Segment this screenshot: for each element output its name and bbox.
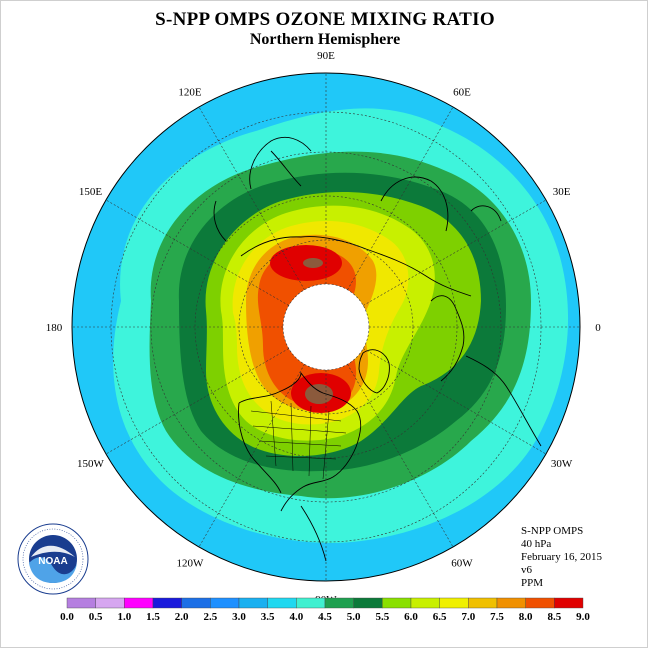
colorbar-swatch xyxy=(353,597,383,609)
colorbar-tick-label: 5.0 xyxy=(347,611,361,623)
colorbar-tick-label: 0.5 xyxy=(89,611,103,623)
meridian-line xyxy=(363,348,547,455)
colorbar-swatches xyxy=(66,597,584,609)
colorbar-tick-label: 7.5 xyxy=(490,611,504,623)
info-units: PPM xyxy=(521,577,544,589)
colorbar-swatch xyxy=(66,597,96,609)
colorbar-tick-label: 6.0 xyxy=(404,611,418,623)
colorbar-swatch xyxy=(181,597,211,609)
longitude-label: 60W xyxy=(451,558,473,570)
boundaries xyxy=(250,400,347,480)
colorbar-tick-label: 7.0 xyxy=(461,611,475,623)
colorbar-swatch xyxy=(95,597,125,609)
meridian-line xyxy=(198,106,305,290)
colorbar-tick-label: 2.0 xyxy=(175,611,189,623)
info-version: v6 xyxy=(521,564,532,576)
colorbar-swatch xyxy=(496,597,526,609)
colorbar-tick-label: 3.5 xyxy=(261,611,275,623)
colorbar-tick-label: 1.5 xyxy=(146,611,160,623)
meridian-line xyxy=(347,106,454,290)
colorbar-tick-label: 4.0 xyxy=(289,611,303,623)
colorbar-tick-label: 5.5 xyxy=(375,611,389,623)
info-instrument: S-NPP OMPS xyxy=(521,525,584,537)
colorbar-swatch xyxy=(324,597,354,609)
longitude-label: 180 xyxy=(46,322,63,334)
map-border xyxy=(71,72,581,582)
meridian-line xyxy=(198,364,305,548)
info-date: February 16, 2015 xyxy=(521,551,602,563)
colorbar-swatch xyxy=(267,597,297,609)
colorbar-swatch xyxy=(210,597,240,609)
meridian-line xyxy=(105,348,289,455)
longitude-label: 30W xyxy=(551,458,573,470)
colorbar-tick-label: 9.0 xyxy=(576,611,590,623)
longitude-label: 120W xyxy=(177,558,205,570)
colorbar-swatch xyxy=(525,597,555,609)
colorbar-swatch xyxy=(382,597,412,609)
info-level: 40 hPa xyxy=(521,538,552,550)
longitude-label: 150E xyxy=(79,186,103,198)
colorbar-swatch xyxy=(468,597,498,609)
colorbar-tick-label: 1.0 xyxy=(117,611,131,623)
colorbar-tick-label: 2.5 xyxy=(203,611,217,623)
longitude-label: 60E xyxy=(453,86,471,98)
coastlines xyxy=(213,137,542,562)
colorbar-swatch xyxy=(439,597,469,609)
colorbar-swatch xyxy=(296,597,326,609)
colorbar-ticks: 0.0 0.5 1.0 1.5 2.0 2.5 3.0 3.5 4.0 4.5 5.0 5.5 6.0 6… xyxy=(60,611,590,623)
colorbar-tick-label: 8.5 xyxy=(547,611,561,623)
meridian-line xyxy=(347,364,454,548)
meridian-line xyxy=(105,199,289,306)
colorbar-swatch xyxy=(554,597,584,609)
noaa-logo: NOAA xyxy=(17,523,89,595)
ozone-field xyxy=(72,73,580,581)
page-title: S-NPP OMPS OZONE MIXING RATIO xyxy=(155,9,495,30)
colorbar-tick-label: 6.5 xyxy=(433,611,447,623)
polar-no-data xyxy=(283,284,369,370)
page-subtitle: Northern Hemisphere xyxy=(249,31,401,48)
longitude-label: 120E xyxy=(178,86,202,98)
longitude-label: 30E xyxy=(553,186,571,198)
longitude-label: 150W xyxy=(77,458,105,470)
colorbar-swatch xyxy=(238,597,268,609)
colorbar-tick-label: 4.5 xyxy=(318,611,332,623)
ozone-region-max-north xyxy=(303,258,323,268)
colorbar-swatch xyxy=(124,597,154,609)
longitude-label: 90E xyxy=(317,50,335,62)
longitude-label: 0 xyxy=(595,322,601,334)
meridian-line xyxy=(363,199,547,306)
colorbar-swatch xyxy=(410,597,440,609)
info-panel: S-NPP OMPS 40 hPa February 16, 2015 v6 P… xyxy=(521,525,602,590)
colorbar-tick-label: 8.0 xyxy=(519,611,533,623)
colorbar-tick-label: 0.0 xyxy=(60,611,74,623)
colorbar-tick-label: 3.0 xyxy=(232,611,246,623)
logo-text: NOAA xyxy=(38,556,67,567)
longitude-lines xyxy=(72,73,580,581)
colorbar-swatch xyxy=(152,597,182,609)
